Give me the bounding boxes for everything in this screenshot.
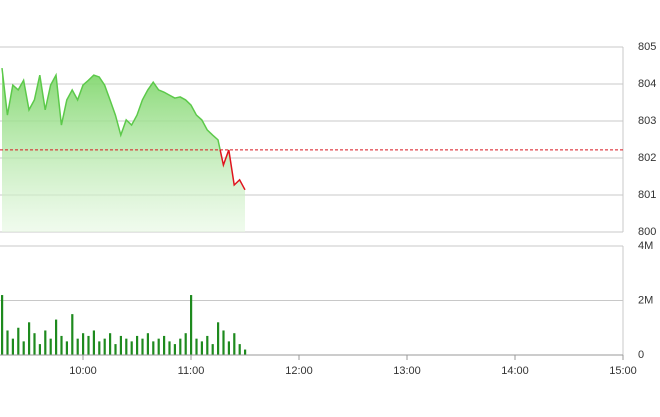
volume-bar	[141, 338, 144, 355]
y-tick-label: 804	[638, 78, 656, 90]
volume-bar	[82, 333, 85, 355]
volume-bar	[238, 344, 241, 355]
volume-bar	[44, 330, 47, 355]
volume-bar	[146, 333, 149, 355]
volume-bar	[190, 295, 193, 355]
y-tick-label: 801	[638, 189, 656, 201]
volume-bar	[17, 327, 20, 355]
volume-bar	[195, 338, 198, 355]
volume-bar	[1, 295, 4, 355]
volume-bar	[227, 341, 230, 355]
volume-bar	[244, 349, 247, 355]
volume-bar	[71, 314, 74, 355]
volume-bar	[217, 322, 220, 355]
volume-bar	[211, 344, 214, 355]
area-fill	[2, 68, 245, 232]
volume-bar	[49, 338, 52, 355]
y-tick-label: 800	[638, 226, 656, 238]
volume-bar	[163, 335, 166, 355]
y-tick-label: 803	[638, 115, 656, 127]
price-line	[1, 68, 246, 191]
volume-bar	[233, 333, 236, 355]
volume-bar	[6, 330, 9, 355]
volume-bar	[109, 333, 112, 355]
volume-bar	[173, 344, 176, 355]
volume-bar	[55, 319, 58, 355]
x-tick-label: 14:00	[501, 365, 529, 377]
volume-bar	[11, 338, 14, 355]
volume-bar	[114, 344, 117, 355]
volume-bar	[22, 341, 25, 355]
volume-bar	[184, 333, 187, 355]
x-tick-label: 10:00	[69, 365, 97, 377]
y-tick-label: 805	[638, 41, 656, 53]
volume-bar	[76, 338, 79, 355]
x-tick-label: 15:00	[609, 365, 637, 377]
volume-bar	[38, 344, 41, 355]
volume-bar	[130, 341, 133, 355]
volume-bar	[60, 335, 63, 355]
volume-bar	[157, 338, 160, 355]
volume-bar	[92, 330, 95, 355]
volume-bar	[87, 335, 90, 355]
x-tick-label: 13:00	[393, 365, 421, 377]
y-tick-label: 4M	[638, 240, 653, 252]
x-tick-label: 12:00	[285, 365, 313, 377]
volume-bar	[200, 341, 203, 355]
volume-bar	[206, 335, 209, 355]
volume-bar	[119, 335, 122, 355]
y-tick-label: 802	[638, 152, 656, 164]
volume-bar	[136, 335, 139, 355]
volume-bar	[103, 338, 106, 355]
volume-bar	[65, 341, 68, 355]
volume-bar	[98, 341, 101, 355]
x-tick-label: 11:00	[178, 365, 205, 377]
volume-bar	[168, 341, 171, 355]
y-tick-label: 2M	[638, 294, 653, 306]
volume-bar	[28, 322, 31, 355]
y-tick-label: 0	[638, 349, 644, 361]
volume-bar	[33, 333, 36, 355]
volume-bar	[222, 330, 225, 355]
volume-bar	[179, 338, 182, 355]
volume-bar	[152, 341, 155, 355]
volume-bar	[125, 338, 128, 355]
